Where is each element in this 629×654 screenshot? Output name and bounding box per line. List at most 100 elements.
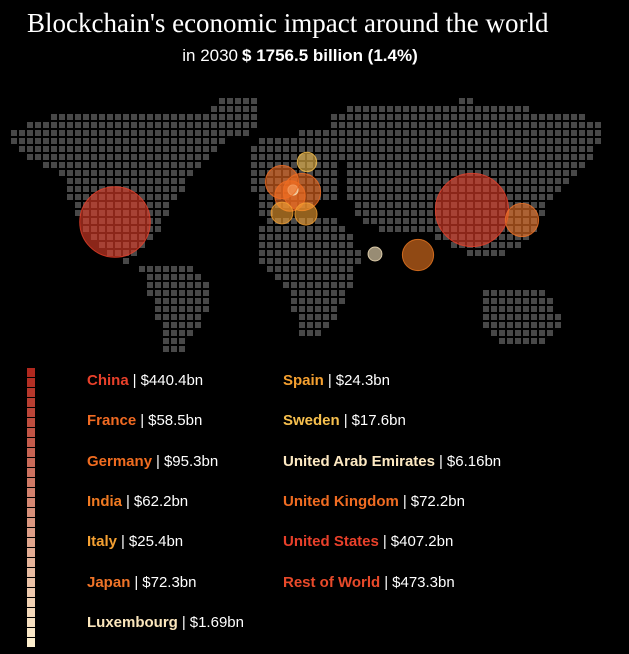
- land-dot: [91, 178, 97, 184]
- land-dot: [259, 194, 265, 200]
- land-dot: [299, 290, 305, 296]
- land-dot: [299, 250, 305, 256]
- land-dot: [547, 330, 553, 336]
- land-dot: [507, 290, 513, 296]
- land-dot: [59, 130, 65, 136]
- land-dot: [291, 274, 297, 280]
- land-dot: [499, 146, 505, 152]
- land-dot: [403, 162, 409, 168]
- land-dot: [107, 122, 113, 128]
- land-dot: [507, 234, 513, 240]
- land-dot: [307, 322, 313, 328]
- land-dot: [339, 226, 345, 232]
- land-dot: [419, 194, 425, 200]
- land-dot: [555, 130, 561, 136]
- land-dot: [531, 290, 537, 296]
- country-name: Sweden: [283, 412, 340, 430]
- scale-swatch: [27, 368, 35, 377]
- land-dot: [155, 274, 161, 280]
- land-dot: [403, 210, 409, 216]
- land-dot: [139, 130, 145, 136]
- land-dot: [179, 266, 185, 272]
- land-dot: [163, 290, 169, 296]
- land-dot: [291, 226, 297, 232]
- land-dot: [75, 130, 81, 136]
- land-dot: [187, 162, 193, 168]
- land-dot: [379, 122, 385, 128]
- land-dot: [179, 114, 185, 120]
- country-name: India: [87, 492, 123, 510]
- land-dot: [227, 106, 233, 112]
- land-dot: [579, 138, 585, 144]
- land-dot: [123, 122, 129, 128]
- land-dot: [315, 178, 321, 184]
- land-dot: [331, 138, 337, 144]
- separator: |: [126, 492, 130, 510]
- land-dot: [163, 194, 169, 200]
- country-name: Spain: [283, 372, 324, 389]
- land-dot: [579, 162, 585, 168]
- land-dot: [387, 170, 393, 176]
- land-dot: [163, 170, 169, 176]
- land-dot: [315, 250, 321, 256]
- land-dot: [67, 170, 73, 176]
- land-dot: [91, 122, 97, 128]
- land-dot: [507, 306, 513, 312]
- land-dot: [387, 154, 393, 160]
- land-dot: [531, 122, 537, 128]
- bubble: [79, 186, 151, 258]
- land-dot: [43, 154, 49, 160]
- land-dot: [323, 226, 329, 232]
- land-dot: [267, 138, 273, 144]
- land-dot: [547, 186, 553, 192]
- land-dot: [219, 130, 225, 136]
- land-dot: [371, 218, 377, 224]
- land-dot: [539, 130, 545, 136]
- land-dot: [187, 298, 193, 304]
- land-dot: [563, 122, 569, 128]
- land-dot: [147, 274, 153, 280]
- land-dot: [427, 218, 433, 224]
- land-dot: [395, 178, 401, 184]
- land-dot: [147, 146, 153, 152]
- land-dot: [347, 146, 353, 152]
- land-dot: [499, 298, 505, 304]
- land-dot: [331, 114, 337, 120]
- land-dot: [379, 202, 385, 208]
- land-dot: [451, 138, 457, 144]
- land-dot: [499, 122, 505, 128]
- scale-swatch: [27, 638, 35, 647]
- land-dot: [339, 266, 345, 272]
- scale-swatch: [27, 408, 35, 417]
- land-dot: [195, 298, 201, 304]
- land-dot: [563, 154, 569, 160]
- land-dot: [531, 306, 537, 312]
- land-dot: [355, 258, 361, 264]
- land-dot: [587, 154, 593, 160]
- land-dot: [555, 114, 561, 120]
- land-dot: [571, 122, 577, 128]
- land-dot: [539, 154, 545, 160]
- land-dot: [507, 154, 513, 160]
- land-dot: [27, 130, 33, 136]
- land-dot: [427, 194, 433, 200]
- land-dot: [139, 186, 145, 192]
- land-dot: [107, 170, 113, 176]
- land-dot: [443, 146, 449, 152]
- land-dot: [251, 170, 257, 176]
- land-dot: [555, 154, 561, 160]
- land-dot: [387, 178, 393, 184]
- land-dot: [251, 162, 257, 168]
- land-dot: [195, 138, 201, 144]
- land-dot: [75, 114, 81, 120]
- land-dot: [75, 170, 81, 176]
- land-dot: [371, 186, 377, 192]
- land-dot: [163, 210, 169, 216]
- land-dot: [331, 186, 337, 192]
- separator: |: [121, 533, 125, 551]
- land-dot: [131, 186, 137, 192]
- land-dot: [59, 170, 65, 176]
- land-dot: [499, 306, 505, 312]
- separator: |: [132, 372, 137, 389]
